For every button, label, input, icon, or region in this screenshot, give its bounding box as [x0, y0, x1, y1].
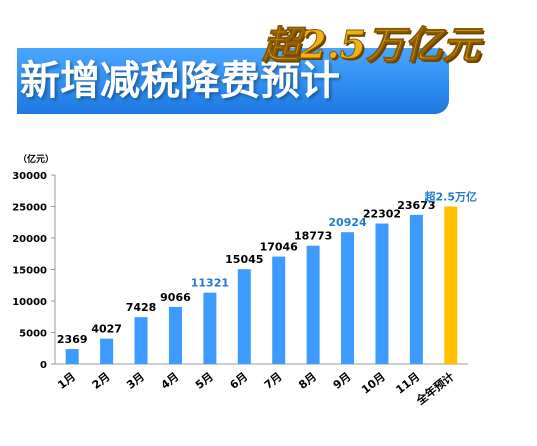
data-label: 9066	[160, 291, 191, 304]
bar-2月	[100, 338, 114, 364]
data-label: 11321	[191, 277, 229, 290]
y-tick-label: 20000	[12, 234, 47, 245]
x-tick-label: 6月	[227, 370, 250, 392]
x-tick-label: 5月	[193, 370, 216, 392]
x-tick-label: 3月	[124, 370, 147, 392]
y-tick-label: 0	[40, 360, 47, 371]
x-tick-label: 10月	[359, 370, 388, 396]
bar-1月	[65, 349, 79, 364]
x-tick-label: 4月	[159, 370, 182, 392]
bar-5月	[203, 292, 217, 364]
x-tick-label: 全年预计	[413, 369, 457, 408]
x-tick-label: 1月	[55, 370, 78, 392]
title-banner	[17, 48, 449, 114]
y-tick-label: 30000	[12, 171, 47, 182]
data-label: 超2.5万亿	[424, 190, 478, 204]
bar-7月	[272, 256, 286, 364]
data-label: 22302	[363, 207, 401, 220]
bar-6月	[237, 269, 251, 364]
bar-4月	[168, 306, 182, 364]
x-tick-label: 9月	[331, 370, 354, 392]
bar-9月	[341, 232, 355, 364]
data-label: 7428	[126, 301, 157, 314]
data-label: 20924	[328, 216, 367, 229]
bar-3月	[134, 317, 148, 364]
data-label: 2369	[57, 333, 88, 346]
y-unit-label: （亿元）	[18, 153, 54, 165]
bar-10月	[375, 223, 389, 364]
y-tick-label: 25000	[12, 203, 47, 214]
data-label: 23673	[397, 199, 435, 212]
y-tick-label: 15000	[12, 266, 47, 277]
y-tick-label: 10000	[12, 297, 47, 308]
y-tick-label: 5000	[19, 329, 47, 340]
x-tick-label: 7月	[262, 370, 285, 392]
x-tick-label: 2月	[90, 370, 113, 392]
data-label: 17046	[260, 241, 299, 254]
data-label: 18773	[294, 230, 332, 243]
data-label: 15045	[225, 253, 263, 266]
headline-total: 超2.5万亿元	[261, 22, 481, 68]
bar-forecast	[444, 206, 458, 364]
page-title: 新增减税降费预计	[20, 58, 340, 104]
bar-8月	[306, 245, 320, 364]
x-tick-label: 11月	[393, 370, 422, 396]
x-tick-label: 8月	[296, 370, 319, 392]
bar-11月	[409, 214, 423, 364]
data-label: 4027	[91, 323, 122, 336]
